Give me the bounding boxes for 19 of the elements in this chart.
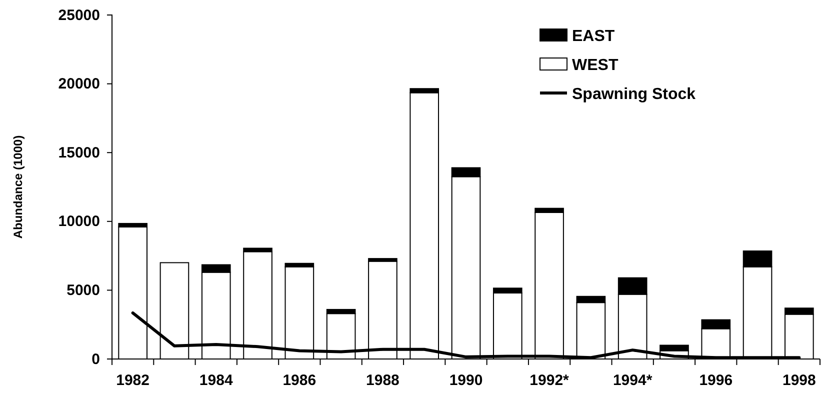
x-tick-label: 1988 [366, 372, 400, 389]
y-tick-label: 15000 [58, 144, 100, 162]
x-tick-label: 1992* [530, 372, 570, 389]
x-tick-label: 1998 [782, 372, 816, 389]
x-tick-label: 1984 [199, 372, 234, 389]
x-tick-label: 1996 [699, 372, 733, 389]
y-tick-label: 25000 [58, 6, 100, 24]
x-tick-label: 1994* [612, 372, 652, 389]
y-tick-label: 20000 [58, 76, 100, 93]
y-tick-label: 0 [92, 350, 100, 368]
x-tick-label: 1990 [449, 372, 483, 389]
y-tick-label: 5000 [66, 282, 100, 299]
legend-label: Spawning Stock [572, 86, 696, 103]
legend-label: WEST [572, 57, 618, 74]
y-axis-title: Abundance (1000) [11, 135, 25, 239]
y-tick-label: 10000 [58, 213, 100, 230]
legend-label: EAST [572, 28, 615, 45]
x-tick-label: 1982 [116, 372, 150, 389]
x-tick-label: 1986 [282, 372, 316, 389]
